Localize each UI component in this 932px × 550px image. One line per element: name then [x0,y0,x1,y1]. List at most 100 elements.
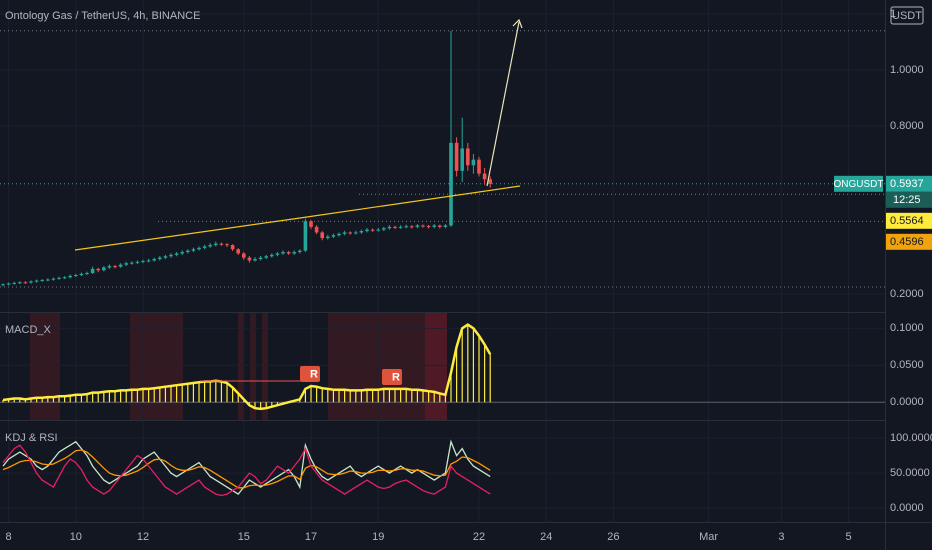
histogram-bar [405,388,407,403]
candle-body [141,261,145,263]
histogram-bar [467,324,469,403]
signal-label: R [392,371,400,383]
candle-body [359,231,364,233]
price-tag-label: 0.4596 [890,236,924,248]
candle-body [107,266,112,268]
candle-body [46,279,50,281]
histogram-bar [360,390,363,403]
candle-body [320,232,325,239]
histogram-bar [13,398,15,403]
histogram-bar [181,384,183,403]
x-tick-label: 19 [372,531,384,543]
x-tick-label: 12 [137,531,149,543]
candle-body [449,142,453,226]
candle-body [426,226,431,228]
candle-body [124,263,129,265]
candle-body [130,262,134,264]
candle-body [314,226,319,233]
candle-body [281,252,285,254]
candle-body [146,260,151,262]
candle-body [180,252,185,254]
histogram-bar [265,402,267,409]
histogram-bar [456,346,458,403]
candle-body [270,254,274,257]
histogram-bar [366,389,368,403]
histogram-bar [355,390,357,403]
candle-body [191,249,196,251]
candle-body [443,225,448,227]
histogram-bar [187,383,189,403]
candle-body [102,267,106,271]
candle-body [326,236,330,239]
candle-body [382,228,386,230]
histogram-bar [299,399,301,403]
candle-body [432,225,437,227]
histogram-bar [394,388,396,403]
histogram-bar [75,394,77,403]
y-tick-label: 0.2000 [890,288,924,300]
candle-body [471,159,476,166]
histogram-bar [428,391,430,403]
histogram-bar [377,389,379,403]
histogram-bar [321,388,323,403]
indicator-title: MACD_X [5,324,52,336]
histogram-bar [136,389,139,403]
candle-body [51,278,56,280]
countdown-label: 12:25 [893,194,921,206]
candle-body [354,232,358,234]
arrow-head [512,18,523,29]
histogram-bar [170,385,172,403]
histogram-bar [344,389,346,403]
signal-badge [382,369,402,385]
histogram-bar [489,354,491,403]
histogram-bar [450,372,452,403]
candle-body [18,282,22,284]
indicator-line [2,439,491,495]
candle-body [410,226,414,228]
x-tick-label: 17 [305,531,317,543]
histogram-bar [52,397,55,403]
candle-body [242,253,246,258]
candle-body [236,249,241,254]
y-tick-label: 1 [890,8,896,20]
histogram-bar [64,396,66,403]
x-tick-label: 5 [846,531,852,543]
candle-body [247,257,252,261]
histogram-bar [478,335,480,403]
histogram-bar [30,398,32,403]
marks [1,30,493,497]
histogram-bar [388,388,391,403]
candle-body [90,268,95,274]
histogram-bar [24,399,27,403]
currency-badge[interactable] [890,6,924,25]
histogram-bar [254,402,256,409]
histogram-bar [349,390,351,403]
histogram-bar [444,394,447,403]
histogram-bar [271,402,273,407]
candle-body [275,253,280,255]
zone [250,313,256,420]
candle-body [169,254,173,257]
candle-body [466,148,470,166]
indicator-title: KDJ & RSI [5,432,58,444]
histogram-bar [400,388,402,403]
grid [0,0,885,522]
candle-body [6,283,11,285]
histogram-bar [472,328,475,403]
histogram-bar [8,399,10,403]
currency-label[interactable]: USDT [892,10,922,22]
zone [328,313,425,420]
y-tick-label: 0.0000 [890,396,924,408]
candle-body [482,173,487,180]
histogram-bar [411,389,413,403]
candle-body [202,246,207,248]
histogram-bar [310,385,312,403]
histogram-bar [159,387,161,403]
candle-body [258,257,263,260]
candle-body [79,273,84,276]
x-tick-label: 22 [473,531,485,543]
candle-body [421,225,425,227]
x-tick-label: 3 [778,531,784,543]
y-tick-label: 1.0000 [890,64,924,76]
histogram-bar [220,381,223,403]
